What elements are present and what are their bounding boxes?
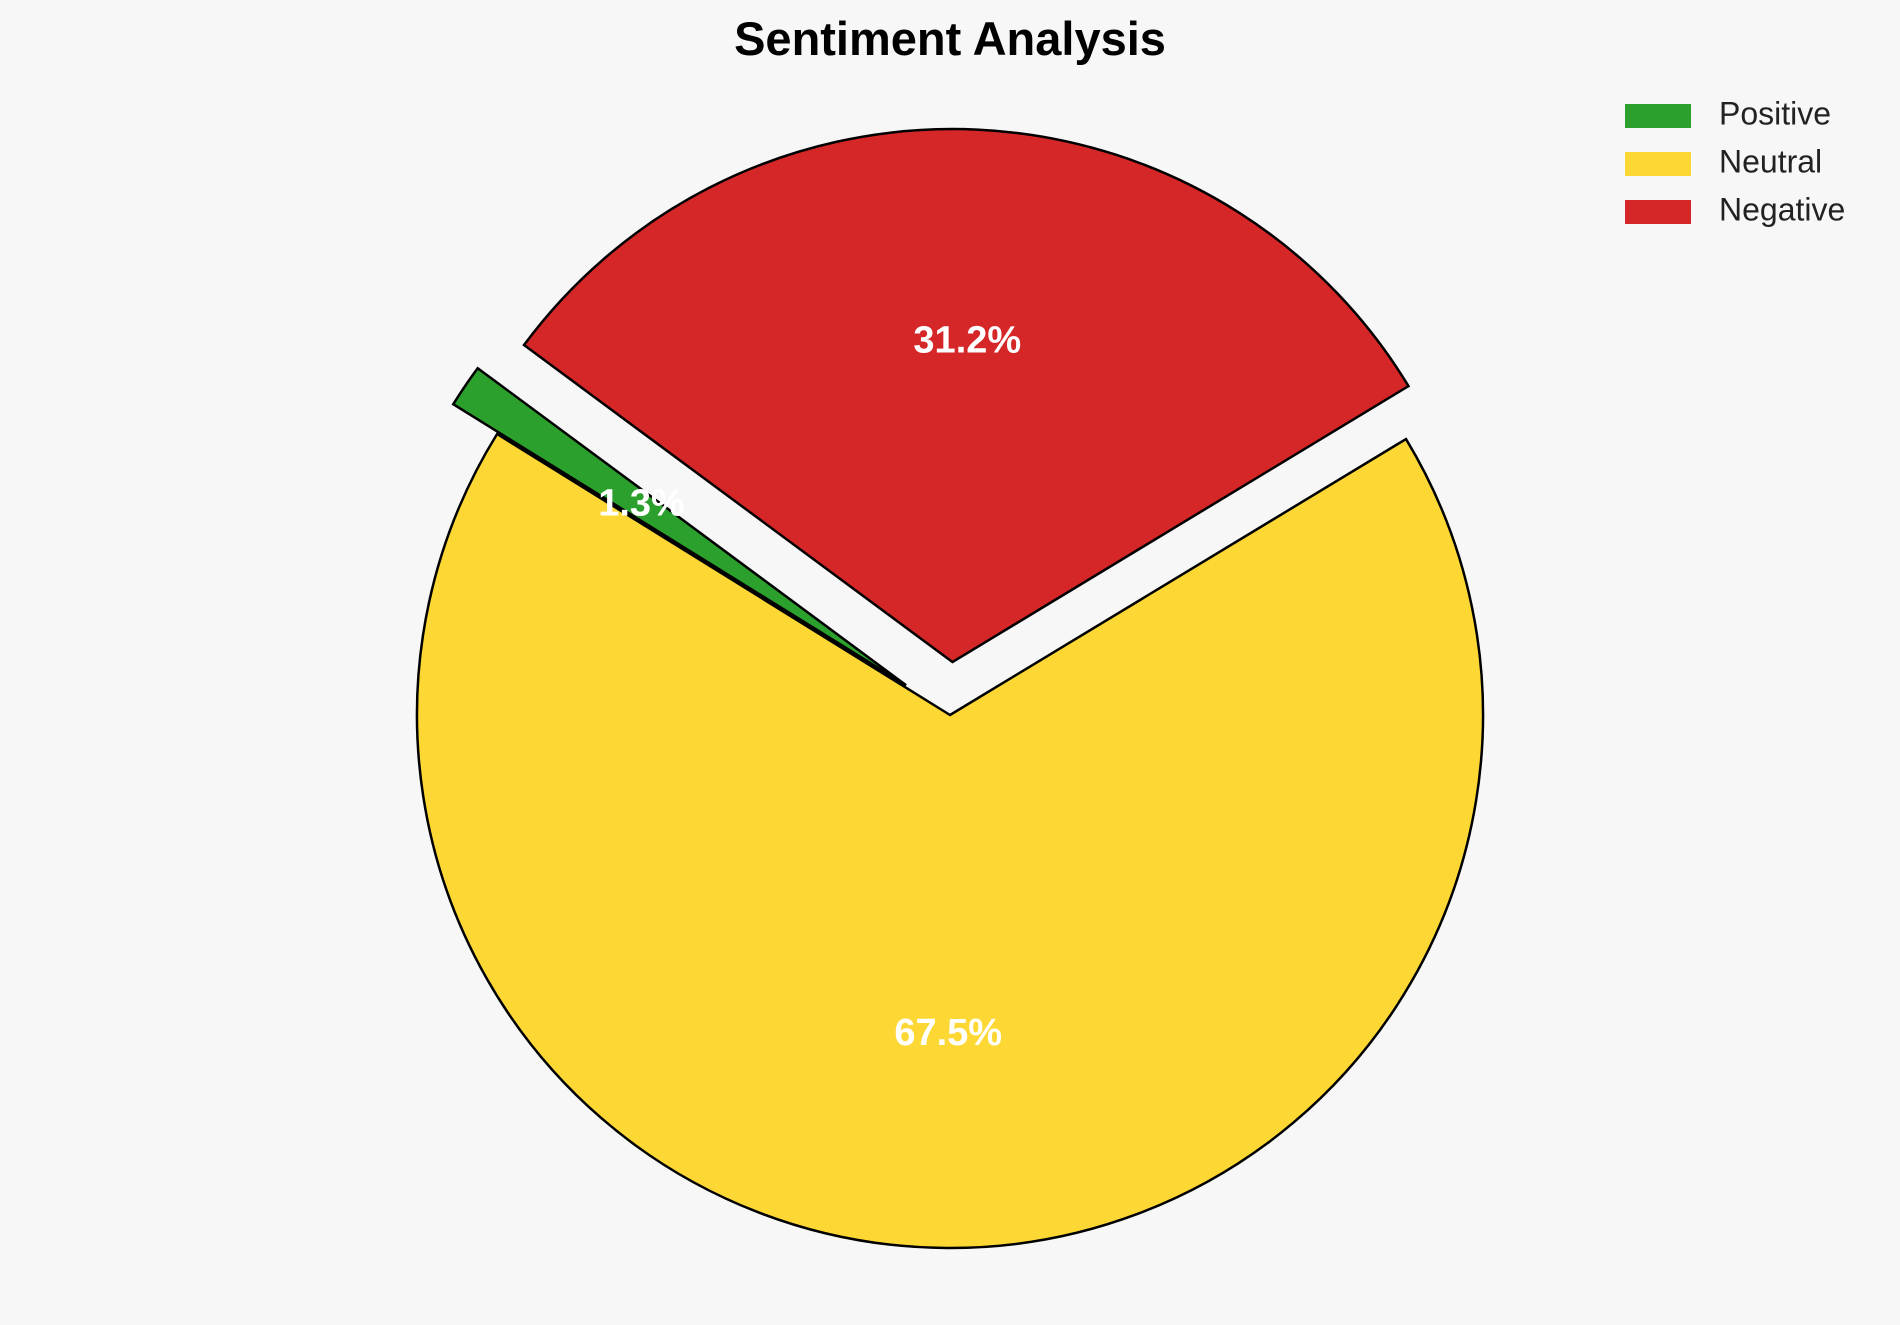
legend-swatch-neutral — [1625, 152, 1691, 176]
pie-slice-neutral — [415, 432, 1485, 1250]
legend-label-positive: Positive — [1719, 95, 1831, 131]
pie-slice-labels: 1.3% 67.5% 31.2% — [598, 320, 1021, 1054]
slice-label-negative: 31.2% — [913, 320, 1021, 362]
pie-slice-positive — [451, 366, 907, 687]
legend: Positive Neutral Negative — [1625, 95, 1845, 227]
slice-label-neutral: 67.5% — [894, 1012, 1002, 1054]
legend-swatch-negative — [1625, 200, 1691, 224]
legend-label-neutral: Neutral — [1719, 143, 1822, 179]
pie-slices — [415, 127, 1485, 1250]
slice-label-positive: 1.3% — [598, 483, 685, 525]
legend-label-negative: Negative — [1719, 191, 1845, 227]
pie-slice-negative — [522, 127, 1411, 664]
legend-swatch-positive — [1625, 104, 1691, 128]
chart-title: Sentiment Analysis — [734, 12, 1166, 65]
